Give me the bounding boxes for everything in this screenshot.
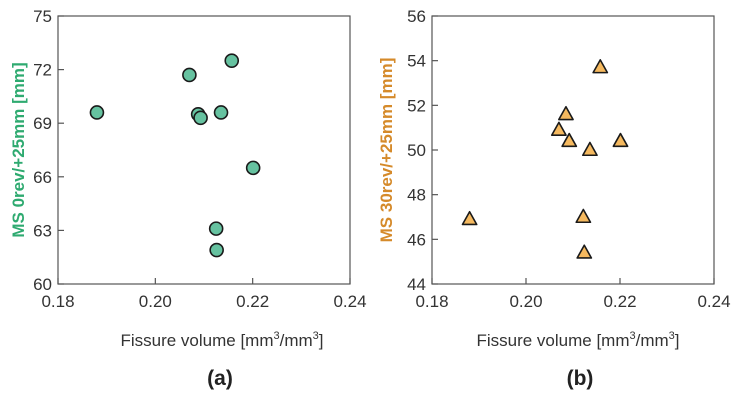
chart-b-x-label-sup1: 3	[630, 330, 636, 342]
chart-b-plot-frame	[431, 15, 715, 285]
chart-a-x-tick-label: 0.18	[41, 292, 74, 311]
chart-b-data-point	[575, 208, 592, 224]
chart-b-y-tick-label: 50	[407, 141, 426, 160]
chart-b-x-tick-label: 0.24	[697, 292, 730, 311]
chart-a-data-point	[208, 221, 224, 236]
chart-b-x-label-part2: /mm	[636, 331, 669, 350]
chart-b: 44 46 48 50 52 54 56 0.18 0.20 0.22 0.24 MS 30rev…	[377, 7, 731, 390]
chart-a-y-tick-label: 72	[33, 61, 52, 80]
chart-b-y-tick-label: 56	[407, 7, 426, 26]
chart-b-data-point	[461, 210, 478, 226]
chart-a-y-tick-label: 63	[33, 221, 52, 240]
chart-a-x-axis-label: Fissure volume [mm3/mm3]	[120, 330, 323, 350]
chart-b-data-point	[592, 59, 609, 74]
chart-b-data-point	[576, 244, 593, 259]
chart-b-y-tick-label: 44	[407, 275, 426, 294]
chart-a-x-label-end: ]	[319, 331, 324, 350]
chart-b-data-point	[550, 121, 567, 136]
chart-b-x-axis-label: Fissure volume [mm3/mm3]	[476, 330, 679, 350]
chart-b-y-tick-label: 46	[407, 230, 426, 249]
chart-a-plot-frame	[57, 15, 351, 285]
chart-a-x-label-sup2: 3	[313, 330, 319, 342]
chart-b-y-tick-label: 48	[407, 186, 426, 205]
chart-b-data-point	[561, 132, 578, 148]
chart-b-data-point	[558, 105, 574, 121]
chart-a-x-tick-label: 0.22	[236, 292, 269, 311]
chart-b-x-ticks: 0.18 0.20 0.22 0.24	[415, 278, 731, 311]
chart-b-data-point	[581, 141, 598, 157]
chart-b-y-tick-label: 52	[407, 96, 426, 115]
chart-a-y-tick-label: 69	[33, 114, 52, 133]
chart-b-x-label-sup2: 3	[669, 330, 675, 342]
chart-a-x-label-part1: Fissure volume [mm	[120, 331, 273, 350]
chart-b-x-tick-label: 0.22	[603, 292, 636, 311]
chart-a-x-tick-label: 0.20	[139, 292, 172, 311]
chart-b-panel-label: (b)	[567, 367, 594, 390]
chart-a-data-point	[182, 67, 197, 83]
chart-a-points	[89, 53, 261, 258]
chart-a-data-point	[245, 160, 261, 176]
chart-a-data-point	[224, 53, 240, 68]
chart-a-data-point	[193, 110, 208, 126]
chart-b-y-ticks: 44 46 48 50 52 54 56	[407, 7, 438, 294]
chart-b-y-axis-label: MS 30rev/+25mm [mm]	[377, 58, 396, 243]
chart-a-y-axis-label: MS 0rev/+25mm [mm]	[9, 62, 28, 237]
chart-a-y-ticks: 60 63 66 69 72 75	[33, 7, 64, 294]
chart-b-y-tick-label: 54	[407, 52, 426, 71]
chart-a-panel-label: (a)	[207, 367, 233, 390]
chart-b-x-tick-label: 0.20	[509, 292, 542, 311]
chart-a-x-tick-label: 0.24	[333, 292, 366, 311]
chart-b-data-point	[612, 132, 629, 148]
chart-b-x-label-end: ]	[675, 331, 680, 350]
chart-a: 60 63 66 69 72 75 0.18 0.20 0.22 0.24 MS 0rev/+2…	[9, 7, 367, 390]
chart-a-y-tick-label: 60	[33, 275, 52, 294]
chart-a-x-label-sup1: 3	[274, 330, 280, 342]
chart-a-data-point	[89, 105, 105, 120]
chart-b-x-label-part1: Fissure volume [mm	[476, 331, 629, 350]
chart-a-data-point	[213, 105, 229, 120]
chart-a-x-ticks: 0.18 0.20 0.22 0.24	[41, 278, 367, 311]
chart-b-x-tick-label: 0.18	[415, 292, 448, 311]
chart-a-x-label-part2: /mm	[280, 331, 313, 350]
chart-a-data-point	[209, 242, 224, 258]
chart-a-y-tick-label: 66	[33, 168, 52, 187]
chart-a-y-tick-label: 75	[33, 7, 52, 26]
chart-b-points	[461, 59, 629, 259]
